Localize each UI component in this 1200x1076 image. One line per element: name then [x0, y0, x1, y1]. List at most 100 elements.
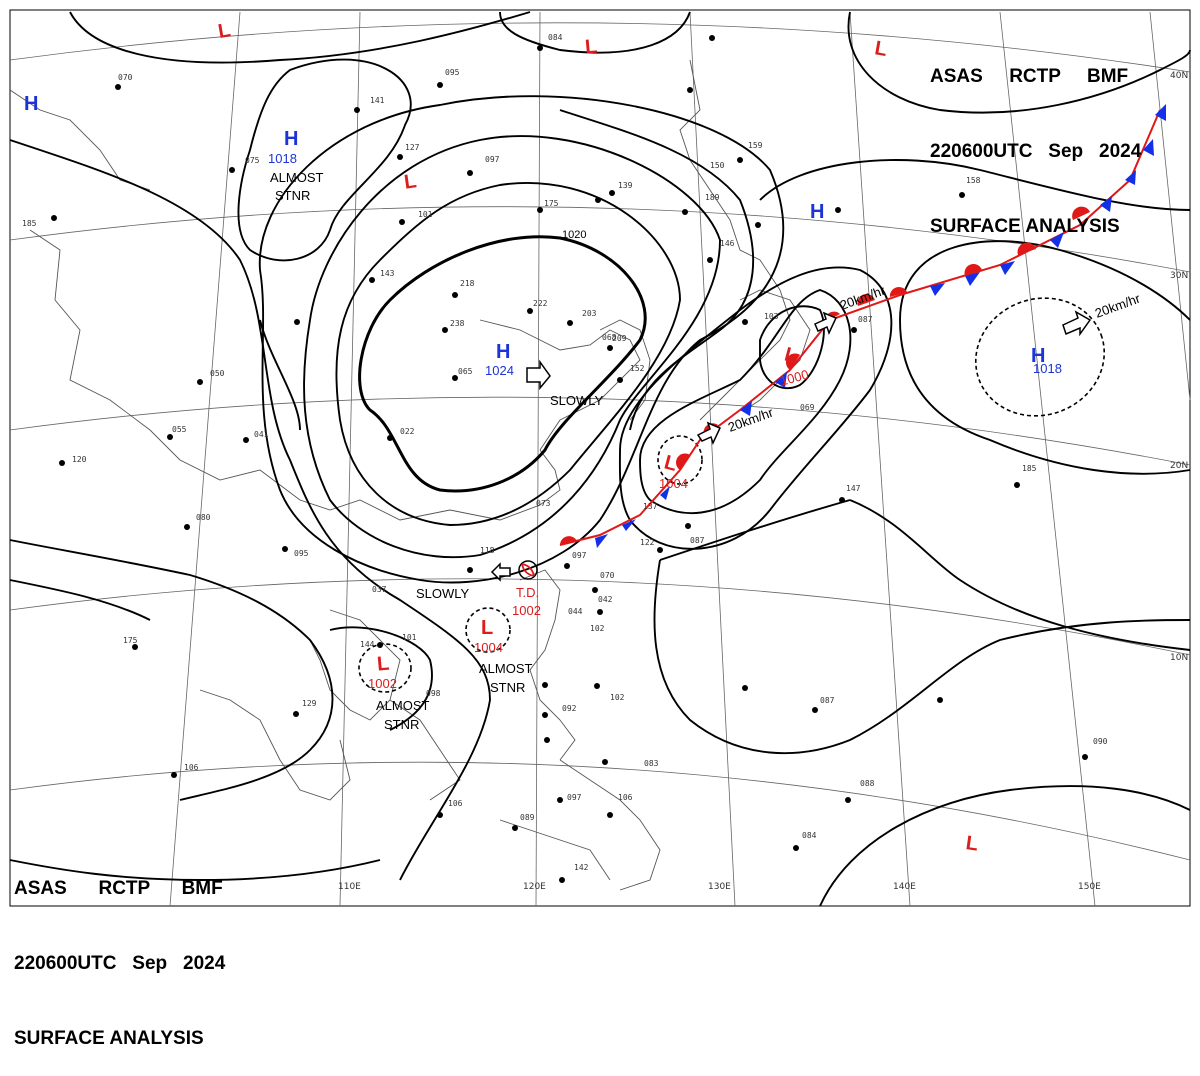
low-center-topcenter: L — [584, 36, 598, 59]
high-center-far-west: H — [24, 93, 38, 115]
dashed-low-vietnam — [358, 643, 412, 693]
station-number: 103 — [764, 312, 779, 321]
isobar-value-1020: 1020 — [562, 229, 586, 241]
station-number: 238 — [450, 319, 465, 328]
station-number: 218 — [460, 279, 475, 288]
station-number: 106 — [184, 763, 199, 772]
td-label: T.D. — [516, 585, 539, 600]
station-number: 137 — [643, 502, 658, 511]
station-number: 106 — [448, 799, 463, 808]
station-number: 041 — [254, 430, 269, 439]
lat-label-30: 30N — [1170, 271, 1188, 281]
high-pressure-west: 1018 — [268, 151, 297, 166]
station-number: 065 — [458, 367, 473, 376]
low-center-topright: L — [873, 37, 889, 61]
station-number: 118 — [480, 546, 495, 555]
header-code-asas: ASAS — [14, 878, 67, 899]
station-number: 083 — [644, 759, 659, 768]
station-number: 084 — [548, 33, 563, 42]
note-almost-west: ALMOST — [270, 170, 324, 185]
note-slowly-td: SLOWLY — [416, 586, 470, 601]
dashed-low-ryukyu — [657, 435, 703, 485]
note-slowly-central: SLOWLY — [550, 393, 604, 408]
station-number: 089 — [520, 813, 535, 822]
header-month: Sep — [1048, 141, 1084, 162]
header-year: 2024 — [183, 953, 226, 974]
station-number: 070 — [600, 571, 615, 580]
note-stnr-scs: STNR — [490, 680, 525, 695]
td-symbol — [518, 560, 538, 580]
high-center-central: H — [496, 341, 510, 363]
high-center-east: H — [1031, 345, 1045, 367]
station-number: 097 — [485, 155, 500, 164]
header-code-bmf: BMF — [1087, 66, 1129, 87]
header-code-rctp: RCTP — [1009, 66, 1061, 87]
lat-label-20: 20N — [1170, 461, 1188, 471]
station-number: 044 — [568, 607, 583, 616]
station-number: 102 — [590, 624, 605, 633]
station-number: 101 — [402, 633, 417, 642]
movement-arrows — [490, 310, 1092, 582]
station-number: 042 — [598, 595, 613, 604]
dashed-high-east — [974, 297, 1106, 417]
station-number: 102 — [610, 693, 625, 702]
low-pressure-vietnam: 1002 — [368, 676, 397, 691]
header-bottom-line3: SURFACE ANALYSIS — [14, 1028, 204, 1049]
station-number: 084 — [802, 831, 817, 840]
station-number: 159 — [748, 141, 763, 150]
station-number: 087 — [690, 536, 705, 545]
station-number: 069 — [800, 403, 815, 412]
station-number: 152 — [630, 364, 645, 373]
station-number: 090 — [1093, 737, 1108, 746]
station-number: 097 — [567, 793, 582, 802]
station-number: 185 — [22, 219, 37, 228]
header-top-line3: SURFACE ANALYSIS — [930, 216, 1120, 237]
station-number: 092 — [562, 704, 577, 713]
station-number: 037 — [372, 585, 387, 594]
note-stnr-west: STNR — [275, 188, 310, 203]
station-number: 129 — [302, 699, 317, 708]
station-number: 150 — [710, 161, 725, 170]
header-bottom-line2: 220600UTC Sep 2024 — [14, 951, 225, 976]
station-number: 087 — [858, 315, 873, 324]
arrow-ryukyu-low — [696, 421, 722, 446]
station-number: 070 — [118, 73, 133, 82]
header-year: 2024 — [1099, 141, 1142, 162]
td-pressure: 1002 — [512, 603, 541, 618]
lon-label-150: 150E — [1078, 882, 1101, 892]
station-number: 175 — [544, 199, 559, 208]
header-bottom-line1: ASAS RCTP BMF — [14, 876, 225, 901]
station-number: 101 — [418, 210, 433, 219]
header-top-line2: 220600UTC Sep 2024 — [930, 139, 1141, 164]
station-number: 175 — [123, 636, 138, 645]
station-number: 080 — [196, 513, 211, 522]
station-number: 075 — [245, 156, 260, 165]
station-number: 127 — [405, 143, 420, 152]
station-number: 095 — [294, 549, 309, 558]
station-number: 122 — [640, 538, 655, 547]
station-dots — [51, 35, 1088, 883]
dashed-low-scs — [465, 607, 511, 653]
station-number: 050 — [210, 369, 225, 378]
station-number: 087 — [820, 696, 835, 705]
station-number: 158 — [966, 176, 981, 185]
map-frame — [9, 9, 1191, 907]
arrow-japan-low — [814, 311, 838, 336]
header-top-line1: ASAS RCTP BMF — [930, 64, 1141, 89]
station-number: 141 — [370, 96, 385, 105]
header-time: 220600UTC — [14, 953, 117, 974]
station-number: 106 — [618, 793, 633, 802]
note-almost-scs: ALMOST — [479, 661, 533, 676]
low-center-japan: L — [782, 344, 799, 368]
isobar-1020 — [358, 235, 647, 493]
note-almost-vietnam: ALMOST — [376, 698, 430, 713]
low-pressure-scs: 1004 — [474, 640, 503, 655]
speed-east-high: 20km/hr — [1093, 290, 1143, 320]
station-number: 209 — [612, 334, 627, 343]
station-number: 022 — [400, 427, 415, 436]
station-number: 068 — [602, 333, 617, 342]
station-number: 088 — [860, 779, 875, 788]
station-number: 097 — [572, 551, 587, 560]
low-pressure-ryukyu: 1004 — [659, 476, 688, 491]
lat-label-10: 10N — [1170, 653, 1188, 663]
